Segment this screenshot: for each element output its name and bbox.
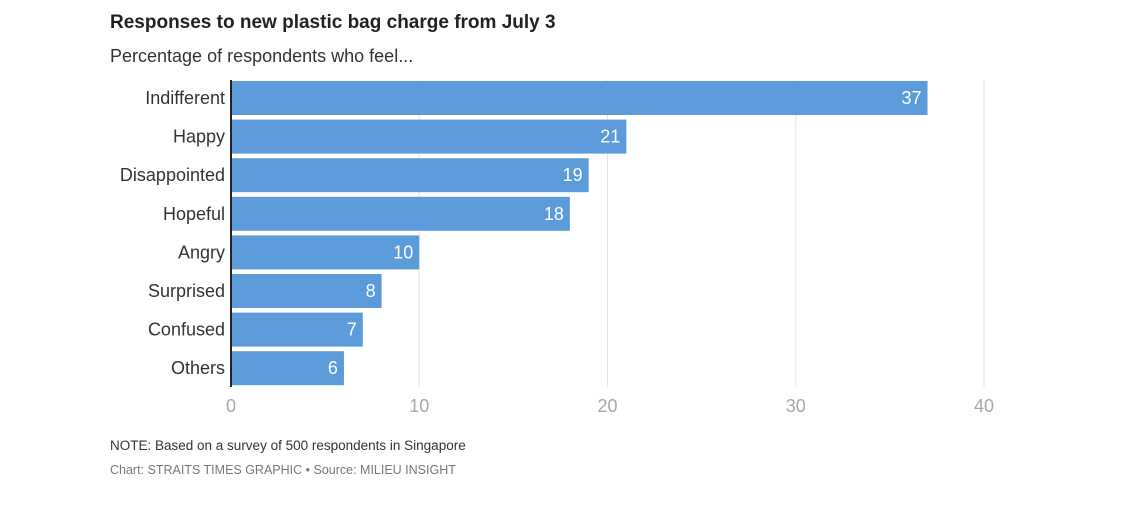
bar	[231, 312, 363, 347]
value-label: 19	[563, 165, 583, 185]
value-label: 18	[544, 204, 564, 224]
bar	[231, 351, 344, 386]
bar	[231, 274, 382, 308]
category-label: Angry	[178, 242, 225, 262]
category-labels: Indifferent Happy Disappointed Hopeful Angry…	[120, 88, 225, 378]
category-label: Hopeful	[163, 204, 225, 224]
category-label: Confused	[148, 320, 225, 340]
value-label: 7	[347, 320, 357, 340]
x-axis-ticks: 0 10 20 30 40	[226, 396, 994, 416]
chart-note: NOTE: Based on a survey of 500 responden…	[110, 438, 466, 453]
x-tick-label: 30	[786, 396, 806, 416]
bar	[231, 81, 928, 115]
bar	[231, 119, 627, 154]
x-tick-label: 10	[409, 396, 429, 416]
bar	[231, 158, 589, 193]
x-tick-label: 0	[226, 396, 236, 416]
value-label: 8	[366, 281, 376, 301]
value-label: 10	[393, 242, 413, 262]
bar	[231, 196, 570, 231]
category-label: Happy	[173, 127, 225, 147]
chart-credit: Chart: STRAITS TIMES GRAPHIC • Source: M…	[110, 463, 456, 477]
chart-title: Responses to new plastic bag charge from…	[110, 12, 556, 33]
bars	[231, 81, 928, 386]
value-label: 21	[600, 127, 620, 147]
x-tick-label: 20	[597, 396, 617, 416]
chart-subtitle: Percentage of respondents who feel...	[110, 46, 414, 66]
category-label: Disappointed	[120, 165, 225, 185]
value-label: 37	[901, 88, 921, 108]
category-label: Others	[171, 358, 225, 378]
category-label: Surprised	[148, 281, 225, 301]
category-label: Indifferent	[145, 88, 225, 108]
value-labels: 37 21 19 18 10 876	[328, 88, 922, 378]
value-label: 6	[328, 358, 338, 378]
x-tick-label: 40	[974, 396, 994, 416]
bar	[231, 235, 420, 270]
